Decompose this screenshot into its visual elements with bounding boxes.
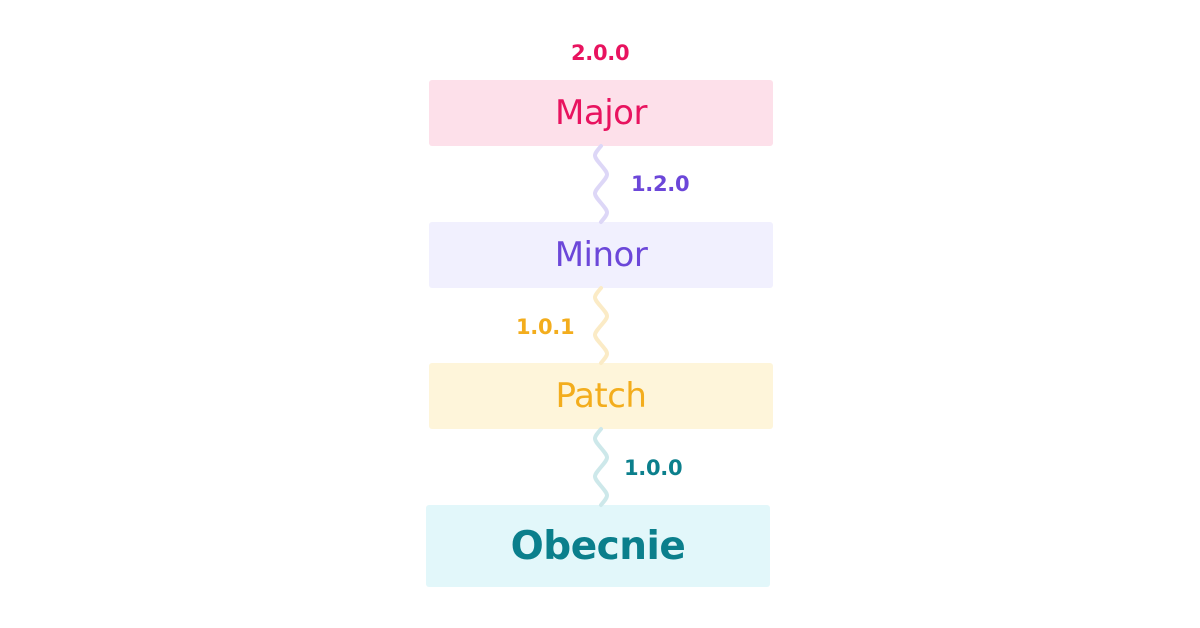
major-box: Major: [429, 80, 773, 146]
version-label-minor: 1.2.0: [631, 172, 690, 196]
minor-label: Minor: [554, 235, 648, 275]
current-label: Obecnie: [510, 523, 686, 569]
version-label-major: 2.0.0: [571, 41, 630, 65]
connector-minor-patch: [593, 286, 609, 365]
major-label: Major: [555, 93, 647, 133]
connector-major-minor: [593, 144, 609, 224]
connector-patch-current: [593, 427, 609, 507]
version-label-patch: 1.0.1: [516, 315, 575, 339]
patch-label: Patch: [555, 376, 647, 416]
minor-box: Minor: [429, 222, 773, 288]
version-label-current: 1.0.0: [624, 456, 683, 480]
patch-box: Patch: [429, 363, 773, 429]
current-box: Obecnie: [426, 505, 770, 587]
